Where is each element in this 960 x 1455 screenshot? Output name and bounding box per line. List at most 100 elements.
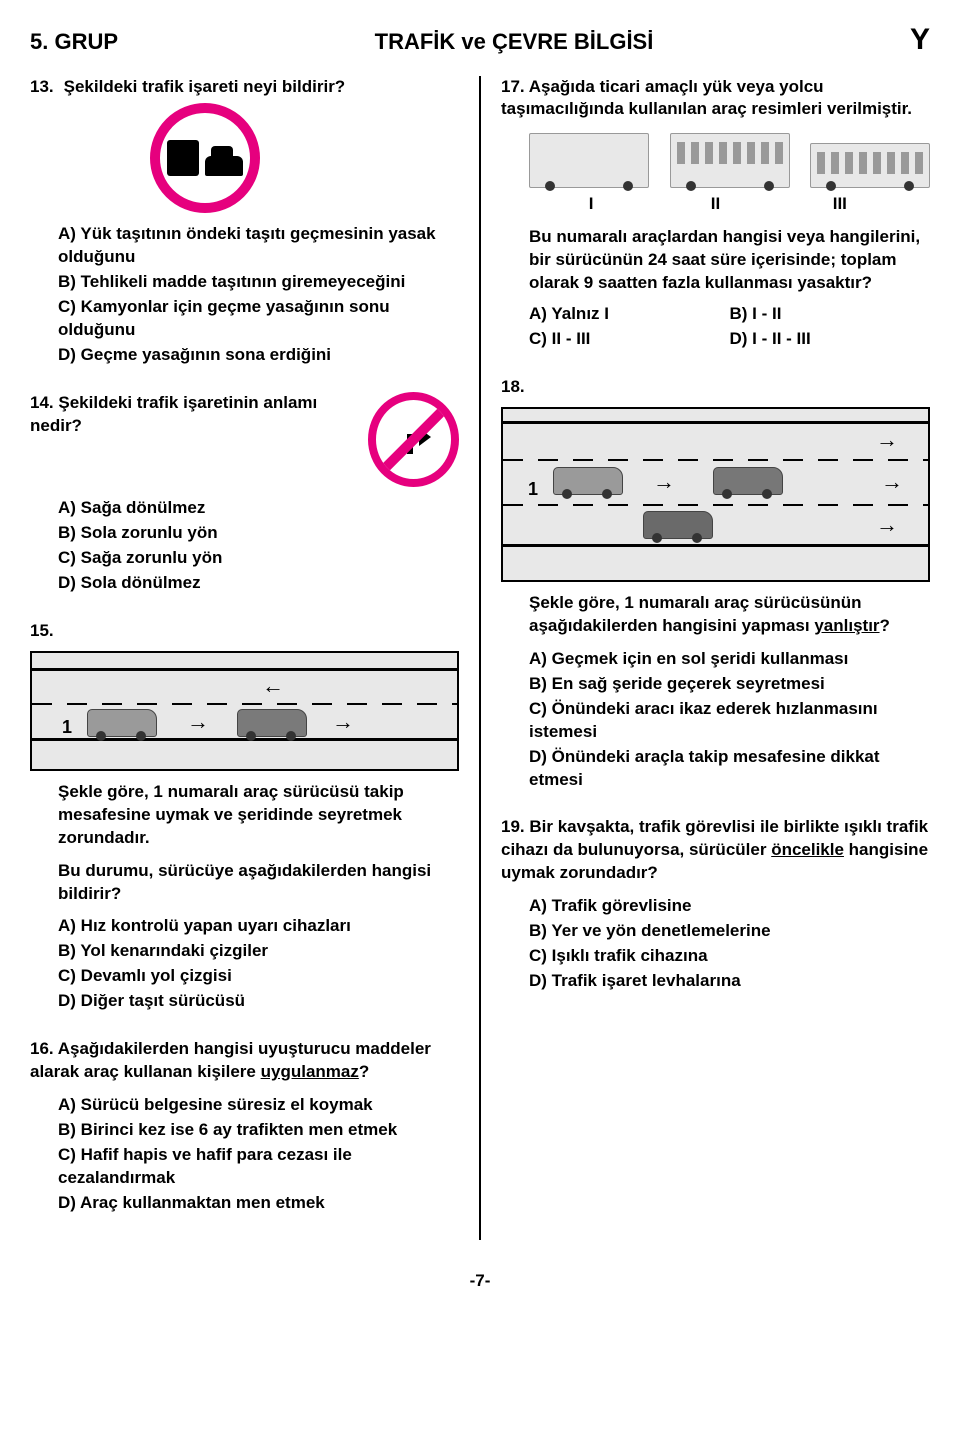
car-2-icon	[237, 709, 307, 737]
q18-a: A) Geçmek için en sol şeridi kullanması	[529, 648, 930, 671]
header-letter: Y	[910, 20, 930, 61]
q16-b: B) Birinci kez ise 6 ay trafikten men et…	[58, 1119, 459, 1142]
q18-num: 18.	[501, 377, 525, 396]
q17-b: B) I - II	[730, 303, 931, 326]
q17-p: Bu numaralı araçlardan hangisi veya hang…	[529, 226, 930, 295]
q16-a: A) Sürücü belgesine süresiz el koymak	[58, 1094, 459, 1117]
question-14: 14. Şekildeki trafik işaretinin anlamı n…	[30, 392, 459, 595]
header-group: 5. GRUP	[30, 27, 118, 57]
minibus-icon	[810, 143, 930, 188]
q17-c: C) II - III	[529, 328, 730, 351]
page-header: 5. GRUP TRAFİK ve ÇEVRE BİLGİSİ Y	[30, 20, 930, 61]
right-column: 17. Aşağıda ticari amaçlı yük veya yolcu…	[501, 76, 930, 1240]
q16-d: D) Araç kullanmaktan men etmek	[58, 1192, 459, 1215]
q18-b: B) En sağ şeride geçerek seyretmesi	[529, 673, 930, 696]
arrow-right-icon: →	[881, 471, 903, 493]
question-19: 19. Bir kavşakta, trafik görevlisi ile b…	[501, 816, 930, 993]
q18-p1a: Şekle göre, 1 numaralı araç sürücüsünün …	[529, 593, 862, 635]
arrow-left-icon: ←	[262, 675, 284, 697]
car-1-icon	[87, 709, 157, 737]
right-turn-arrow-icon	[393, 420, 433, 460]
q14-d: D) Sola dönülmez	[58, 572, 459, 595]
q14-num: 14.	[30, 393, 54, 412]
q13-c: C) Kamyonlar için geçme yasağının sonu o…	[58, 296, 459, 342]
q18-c: C) Önündeki aracı ikaz ederek hızlanması…	[529, 698, 930, 744]
truck-icon	[529, 133, 649, 188]
q13-num: 13.	[30, 76, 54, 99]
q17-vehicles	[529, 133, 930, 188]
q15-p1: Şekle göre, 1 numaralı araç sürücüsü tak…	[58, 781, 459, 850]
q17-r1: I	[529, 193, 653, 216]
q15-road-diagram: ← 1 → →	[30, 651, 459, 771]
q18-p: Şekle göre, 1 numaralı araç sürücüsünün …	[529, 592, 930, 638]
q17-options: A) Yalnız I B) I - II	[529, 303, 930, 326]
q16-c: C) Hafif hapis ve hafif para cezası ile …	[58, 1144, 459, 1190]
q15-p2: Bu durumu, sürücüye aşağıdakilerden hang…	[58, 860, 459, 906]
q16-options: A) Sürücü belgesine süresiz el koymak B)…	[58, 1094, 459, 1215]
car-3-icon	[643, 511, 713, 539]
q14-c: C) Sağa zorunlu yön	[58, 547, 459, 570]
q18-p1b: ?	[880, 616, 890, 635]
q14-b: B) Sola zorunlu yön	[58, 522, 459, 545]
q14-a: A) Sağa dönülmez	[58, 497, 459, 520]
q18-d: D) Önündeki araçla takip mesafesine dikk…	[529, 746, 930, 792]
left-column: 13. Şekildeki trafik işareti neyi bildir…	[30, 76, 459, 1240]
header-title: TRAFİK ve ÇEVRE BİLGİSİ	[118, 27, 910, 57]
q19-options: A) Trafik görevlisine B) Yer ve yön dene…	[529, 895, 930, 993]
q16-u: uygulanmaz	[261, 1062, 359, 1081]
q15-num: 15.	[30, 621, 54, 640]
sign-no-right-turn-icon	[368, 392, 459, 487]
q16-text1: Aşağıdakilerden hangisi uyuşturucu madde…	[30, 1039, 431, 1081]
q13-d: D) Geçme yasağının sona erdiğini	[58, 344, 459, 367]
q13-options: A) Yük taşıtının öndeki taşıtı geçmesini…	[58, 223, 459, 367]
car-icon	[205, 156, 243, 176]
q18-u: yanlıştır	[814, 616, 879, 635]
q15-b: B) Yol kenarındaki çizgiler	[58, 940, 459, 963]
q14-text: Şekildeki trafik işaretinin anlamı nedir…	[30, 393, 317, 435]
sign-no-overtaking-truck-icon	[150, 103, 260, 213]
q15-label-1: 1	[62, 715, 72, 739]
q19-b: B) Yer ve yön denetlemelerine	[529, 920, 930, 943]
q18-label-1: 1	[528, 477, 538, 501]
question-13: 13. Şekildeki trafik işareti neyi bildir…	[30, 76, 459, 368]
q13-b: B) Tehlikeli madde taşıtının giremeyeceğ…	[58, 271, 459, 294]
car-1-icon	[553, 467, 623, 495]
q17-r2: II	[653, 193, 777, 216]
q17-num: 17.	[501, 77, 525, 96]
page-number: -7-	[30, 1270, 930, 1293]
question-18: 18. → 1 → → → Şekle göre, 1 numaralı ara…	[501, 376, 930, 791]
q17-roman-labels: I II III	[529, 193, 902, 216]
arrow-right-icon: →	[332, 711, 354, 733]
q16-text2: ?	[359, 1062, 369, 1081]
column-divider	[479, 76, 481, 1240]
q15-d: D) Diğer taşıt sürücüsü	[58, 990, 459, 1013]
arrow-right-icon: →	[187, 711, 209, 733]
q13-a: A) Yük taşıtının öndeki taşıtı geçmesini…	[58, 223, 459, 269]
arrow-right-icon: →	[876, 429, 898, 451]
q14-options: A) Sağa dönülmez B) Sola zorunlu yön C) …	[58, 497, 459, 595]
q19-c: C) Işıklı trafik cihazına	[529, 945, 930, 968]
q18-options: A) Geçmek için en sol şeridi kullanması …	[529, 648, 930, 792]
q16-num: 16.	[30, 1039, 54, 1058]
q19-d: D) Trafik işaret levhalarına	[529, 970, 930, 993]
q15-options: A) Hız kontrolü yapan uyarı cihazları B)…	[58, 915, 459, 1013]
truck-icon	[167, 140, 199, 176]
arrow-right-icon: →	[876, 514, 898, 536]
q17-text: Aşağıda ticari amaçlı yük veya yolcu taş…	[501, 77, 912, 119]
q17-r3: III	[778, 193, 902, 216]
question-16: 16. Aşağıdakilerden hangisi uyuşturucu m…	[30, 1038, 459, 1215]
q15-a: A) Hız kontrolü yapan uyarı cihazları	[58, 915, 459, 938]
q17-d: D) I - II - III	[730, 328, 931, 351]
question-15: 15. ← 1 → → Şekle göre, 1 numaralı araç …	[30, 620, 459, 1013]
q13-text: Şekildeki trafik işareti neyi bildirir?	[64, 76, 346, 99]
q18-road-diagram: → 1 → → →	[501, 407, 930, 582]
arrow-right-icon: →	[653, 471, 675, 493]
q19-a: A) Trafik görevlisine	[529, 895, 930, 918]
q17-a: A) Yalnız I	[529, 303, 730, 326]
q15-c: C) Devamlı yol çizgisi	[58, 965, 459, 988]
bus-icon	[670, 133, 790, 188]
q19-num: 19.	[501, 817, 525, 836]
question-17: 17. Aşağıda ticari amaçlı yük veya yolcu…	[501, 76, 930, 352]
columns: 13. Şekildeki trafik işareti neyi bildir…	[30, 76, 930, 1240]
pickup-icon	[713, 467, 783, 495]
